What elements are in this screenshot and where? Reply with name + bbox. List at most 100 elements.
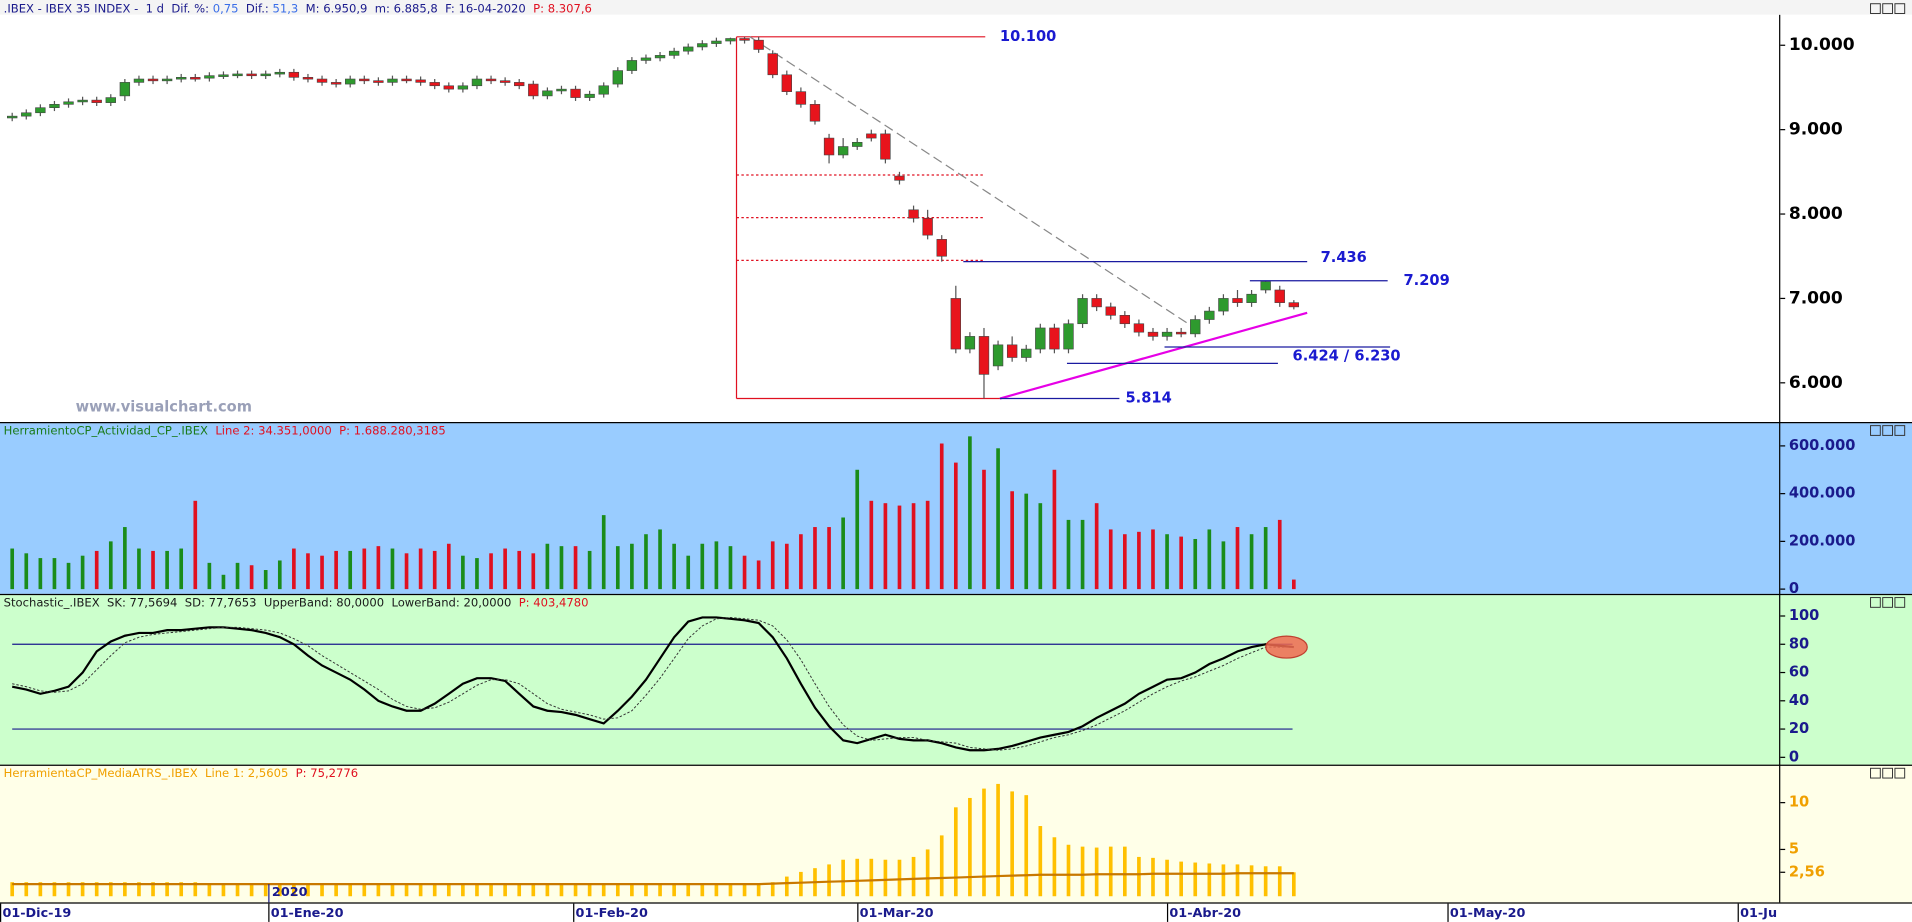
atr-bar xyxy=(1263,866,1268,897)
window-button[interactable] xyxy=(1870,425,1881,436)
atr-bar xyxy=(897,859,902,897)
atr-bar xyxy=(80,882,85,897)
candle-body xyxy=(302,77,314,80)
volume-bar xyxy=(193,500,198,590)
atr-bar xyxy=(1094,847,1099,897)
atr-bar xyxy=(446,883,451,897)
y-tick-label: 60 xyxy=(1789,664,1809,681)
window-button[interactable] xyxy=(1894,597,1906,608)
y-tick-label: 0 xyxy=(1789,748,1799,765)
candle-body xyxy=(612,70,623,85)
volume-bar xyxy=(432,550,437,590)
volume-bar xyxy=(306,553,310,590)
atr-bar xyxy=(249,885,254,897)
atr-bar xyxy=(1193,862,1198,897)
atr-bar xyxy=(1151,857,1155,897)
volume-bar xyxy=(38,558,43,590)
window-button[interactable] xyxy=(1894,767,1906,779)
volume-bar xyxy=(137,548,141,590)
volume-bar xyxy=(263,570,268,590)
atr-bar xyxy=(1207,863,1212,897)
level-label: 10.100 xyxy=(1000,28,1056,45)
candle-body xyxy=(387,78,398,83)
separators xyxy=(0,14,1912,904)
y-tick-label: 0 xyxy=(1789,580,1799,597)
window-button[interactable] xyxy=(1894,425,1906,436)
candle-body xyxy=(852,141,863,147)
atr-bar xyxy=(489,884,493,897)
candle-body xyxy=(1204,310,1215,320)
atr-bar xyxy=(559,883,564,897)
volume-bar xyxy=(249,565,254,590)
candle-body xyxy=(190,77,201,80)
candle-body xyxy=(823,137,835,156)
volume-bar xyxy=(1193,538,1198,590)
window-button[interactable] xyxy=(1870,767,1881,779)
volume-bar xyxy=(1151,529,1155,590)
candle-body xyxy=(1021,348,1032,358)
volume-bar xyxy=(996,448,1000,590)
volume-bar xyxy=(52,558,57,590)
candle-body xyxy=(1077,298,1088,325)
volume-bar xyxy=(108,541,113,590)
volume-bar xyxy=(559,546,564,590)
atr-bar xyxy=(1122,846,1127,897)
header-part: P: 8.307,6 xyxy=(533,1,592,15)
date-label: 01-Ene-20 xyxy=(271,906,344,921)
candle-body xyxy=(514,82,525,87)
volume-bar xyxy=(418,548,423,590)
atr-bar xyxy=(66,882,71,897)
atr-bar xyxy=(306,883,310,897)
candle-body xyxy=(105,97,116,103)
atr-bar xyxy=(1277,866,1282,897)
highlight-marker xyxy=(1265,635,1308,659)
date-label: 01-Mar-20 xyxy=(860,906,934,921)
volume-bar xyxy=(10,548,15,590)
window-button[interactable] xyxy=(1882,767,1893,779)
window-button[interactable] xyxy=(1870,3,1881,14)
candle-body xyxy=(1035,327,1046,350)
atr-bar xyxy=(939,835,944,897)
volume-bar xyxy=(686,555,691,590)
volume-bar xyxy=(728,546,733,590)
panel-header: HerramientaCP_MediaATRS_.IBEX Line 1: 2,… xyxy=(4,766,358,780)
atr-bar xyxy=(193,882,198,897)
atr-average-line xyxy=(12,872,1294,886)
candle-body xyxy=(837,146,849,156)
volume-bar xyxy=(601,515,606,590)
window-button[interactable] xyxy=(1870,597,1881,608)
atr-bar xyxy=(475,884,479,897)
volume-bar xyxy=(1207,529,1212,590)
window-button[interactable] xyxy=(1894,3,1906,14)
atr-bar xyxy=(827,864,831,897)
candle-body xyxy=(373,80,384,83)
atr-bar xyxy=(869,858,874,897)
header-part: Stochastic_.IBEX SK: 77,5694 SD: 77,7653… xyxy=(4,595,519,609)
volume-bar xyxy=(939,443,944,590)
volume-bar xyxy=(80,555,85,590)
header-part: Dif.: xyxy=(238,1,272,15)
atr-bar xyxy=(686,884,691,897)
atr-bar xyxy=(362,883,367,897)
volume-bar xyxy=(1263,527,1268,590)
window-button[interactable] xyxy=(1882,425,1893,436)
atr-bar xyxy=(418,883,423,897)
candle-body xyxy=(584,93,595,98)
atr-bar xyxy=(235,884,240,897)
volume-bar xyxy=(292,548,296,590)
candle-body xyxy=(1119,315,1131,325)
atr-bar xyxy=(1235,864,1240,897)
candle-body xyxy=(457,85,469,90)
volume-bar xyxy=(334,550,338,590)
window-button[interactable] xyxy=(1882,597,1893,608)
candle-body xyxy=(1105,306,1116,316)
candle-body xyxy=(218,74,229,77)
volume-bar xyxy=(24,553,29,590)
volume-bar xyxy=(1277,519,1282,590)
date-label: 01-May-20 xyxy=(1450,906,1526,921)
y-tick-label: 10 xyxy=(1789,794,1809,811)
volume-bar xyxy=(897,505,902,590)
volume-bar xyxy=(1094,503,1099,590)
header-part: HerramientaCP_MediaATRS_.IBEX Line 1: 2,… xyxy=(4,766,296,780)
window-button[interactable] xyxy=(1882,3,1893,14)
